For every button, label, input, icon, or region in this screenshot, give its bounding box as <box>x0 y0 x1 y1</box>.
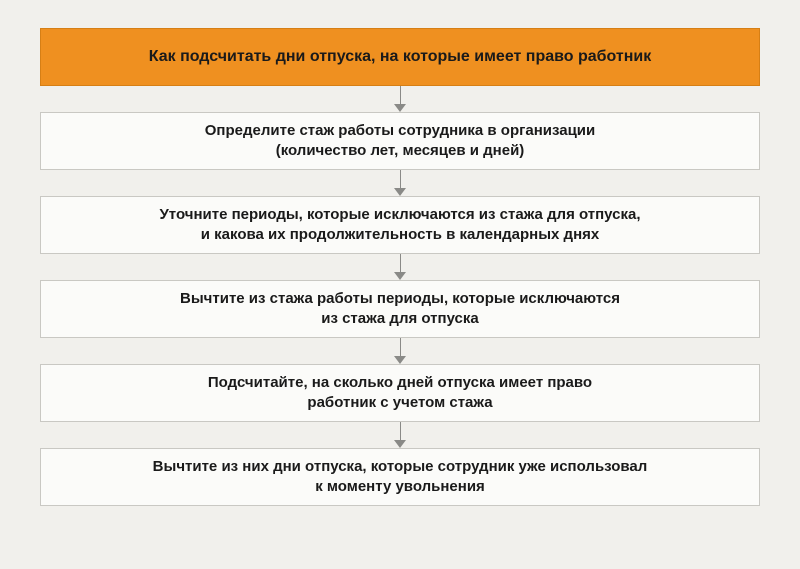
flow-step-text: Определите стаж работы сотрудника в орга… <box>205 121 596 162</box>
flow-arrow-icon <box>394 86 406 112</box>
flow-step-text: Уточните периоды, которые исключаются из… <box>159 205 640 246</box>
flow-step-node: Подсчитайте, на сколько дней отпуска име… <box>40 364 760 422</box>
flow-arrow-icon <box>394 170 406 196</box>
flow-step-text: Вычтите из стажа работы периоды, которые… <box>180 289 620 330</box>
flow-step-text: Вычтите из них дни отпуска, которые сотр… <box>153 457 648 498</box>
flow-step-node: Определите стаж работы сотрудника в орга… <box>40 112 760 170</box>
flow-step-node: Вычтите из стажа работы периоды, которые… <box>40 280 760 338</box>
flow-step-text: Подсчитайте, на сколько дней отпуска име… <box>208 373 592 414</box>
flow-step-node: Уточните периоды, которые исключаются из… <box>40 196 760 254</box>
flow-arrow-icon <box>394 338 406 364</box>
flow-title-node: Как подсчитать дни отпуска, на которые и… <box>40 28 760 86</box>
flow-step-node: Вычтите из них дни отпуска, которые сотр… <box>40 448 760 506</box>
flowchart-canvas: Как подсчитать дни отпуска, на которые и… <box>0 0 800 569</box>
flow-arrow-icon <box>394 422 406 448</box>
flow-arrow-icon <box>394 254 406 280</box>
flow-title-text: Как подсчитать дни отпуска, на которые и… <box>149 46 651 68</box>
